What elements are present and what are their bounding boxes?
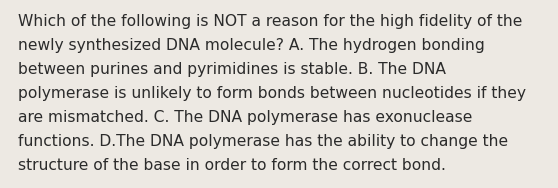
Text: newly synthesized DNA molecule? A. The hydrogen bonding: newly synthesized DNA molecule? A. The h… <box>18 38 485 53</box>
Text: are mismatched. C. The DNA polymerase has exonuclease: are mismatched. C. The DNA polymerase ha… <box>18 110 473 125</box>
Text: structure of the base in order to form the correct bond.: structure of the base in order to form t… <box>18 158 446 173</box>
Text: between purines and pyrimidines is stable. B. The DNA: between purines and pyrimidines is stabl… <box>18 62 446 77</box>
Text: polymerase is unlikely to form bonds between nucleotides if they: polymerase is unlikely to form bonds bet… <box>18 86 526 101</box>
Text: Which of the following is NOT a reason for the high fidelity of the: Which of the following is NOT a reason f… <box>18 14 522 29</box>
Text: functions. D.The DNA polymerase has the ability to change the: functions. D.The DNA polymerase has the … <box>18 134 508 149</box>
